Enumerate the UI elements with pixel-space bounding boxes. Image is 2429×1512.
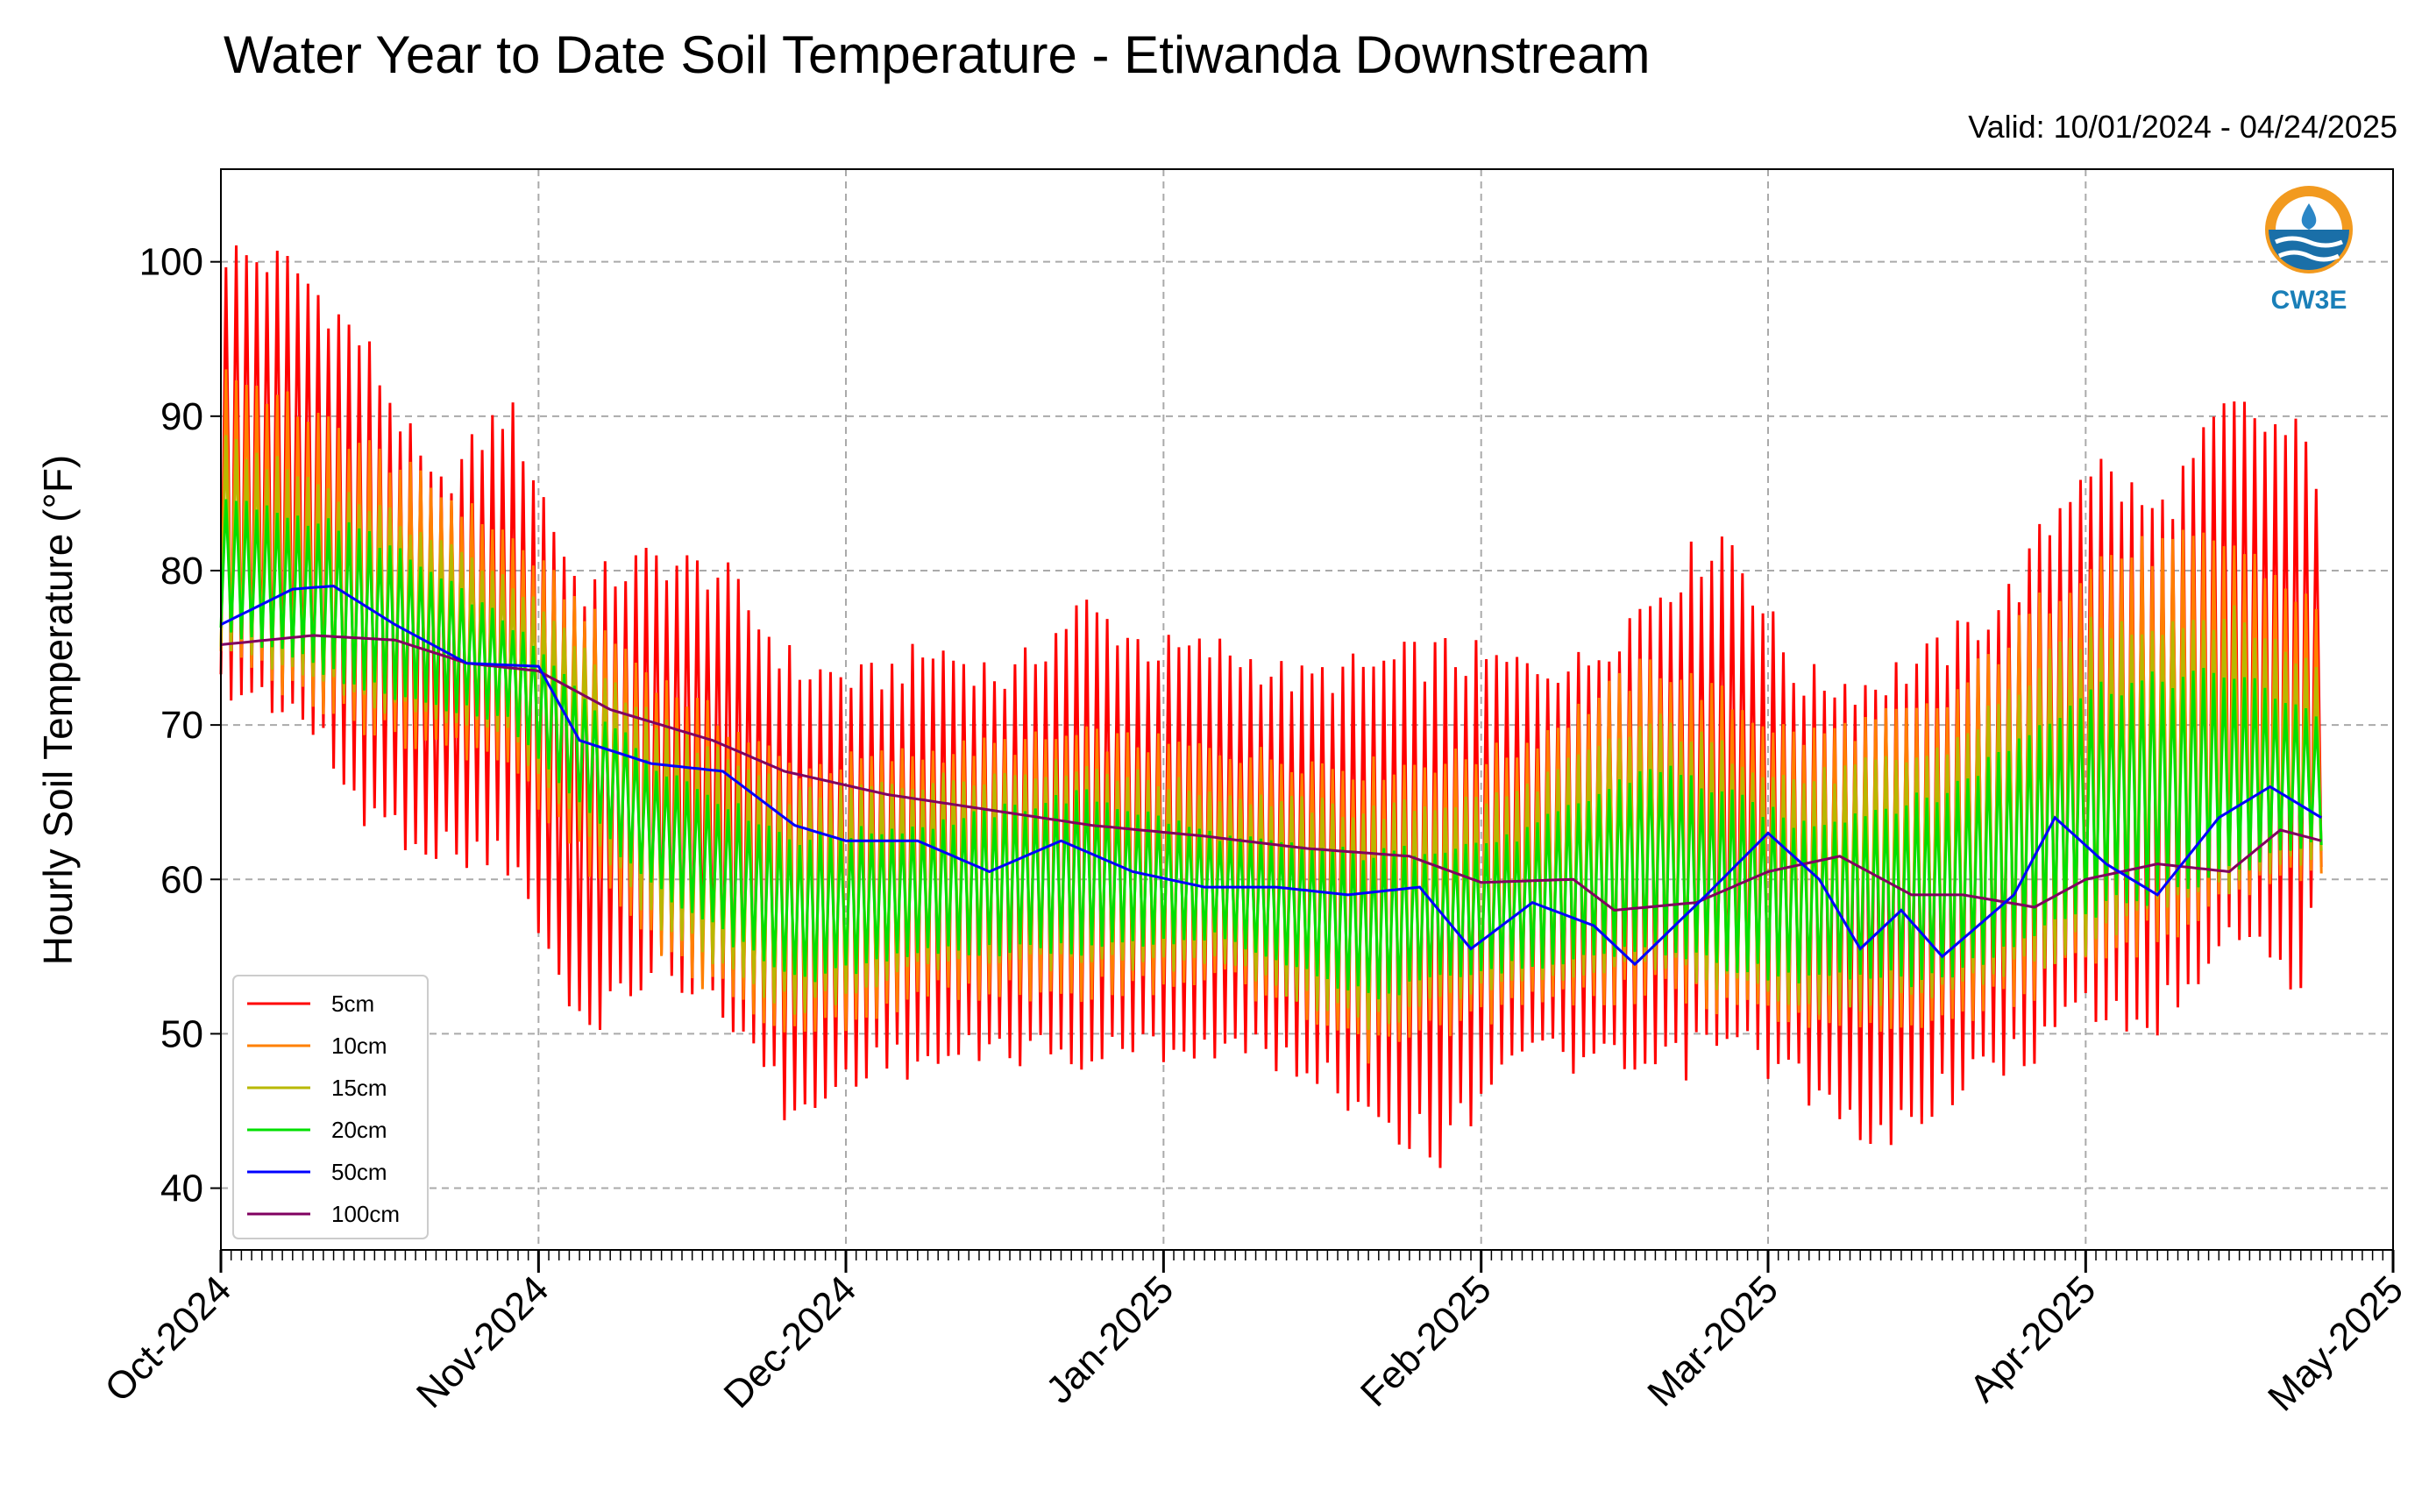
y-tick-label: 90 (160, 395, 203, 438)
y-tick-label: 70 (160, 704, 203, 747)
x-tick-label: May-2025 (2260, 1267, 2411, 1419)
logo-label: CW3E (2271, 286, 2347, 315)
series-line-100cm (220, 634, 2322, 912)
y-tick-label: 100 (139, 241, 203, 284)
series-lines (219, 245, 2323, 1168)
y-tick-label: 80 (160, 550, 203, 593)
series-line-50cm (220, 585, 2322, 967)
legend-label-15cm: 15cm (331, 1075, 387, 1101)
x-tick-label: Feb-2025 (1353, 1267, 1500, 1415)
x-tick-label: Mar-2025 (1639, 1267, 1786, 1415)
x-tick-label: Jan-2025 (1038, 1267, 1182, 1411)
legend: 5cm 10cm 15cm 20cm 50cm 100cm (232, 975, 429, 1239)
x-tick-label: Oct-2024 (96, 1267, 239, 1410)
x-tick-label: Dec-2024 (716, 1267, 865, 1416)
x-tick-label: Nov-2024 (408, 1267, 558, 1416)
cw3e-logo: CW3E (2265, 186, 2353, 315)
chart-title: Water Year to Date Soil Temperature - Et… (224, 25, 1651, 84)
legend-box (232, 975, 429, 1239)
valid-range: Valid: 10/01/2024 - 04/24/2025 (1968, 109, 2397, 145)
legend-label-100cm: 100cm (331, 1201, 400, 1227)
series-line-20cm (219, 499, 2323, 1000)
legend-label-50cm: 50cm (331, 1159, 387, 1185)
legend-label-20cm: 20cm (331, 1117, 387, 1143)
x-tick-label: Apr-2025 (1962, 1267, 2105, 1410)
y-tick-label: 60 (160, 858, 203, 901)
y-axis-label: Hourly Soil Temperature (°F) (35, 455, 81, 966)
legend-label-10cm: 10cm (331, 1033, 387, 1059)
legend-label-5cm: 5cm (331, 990, 374, 1017)
y-tick-label: 50 (160, 1012, 203, 1055)
y-tick-label: 40 (160, 1168, 203, 1210)
